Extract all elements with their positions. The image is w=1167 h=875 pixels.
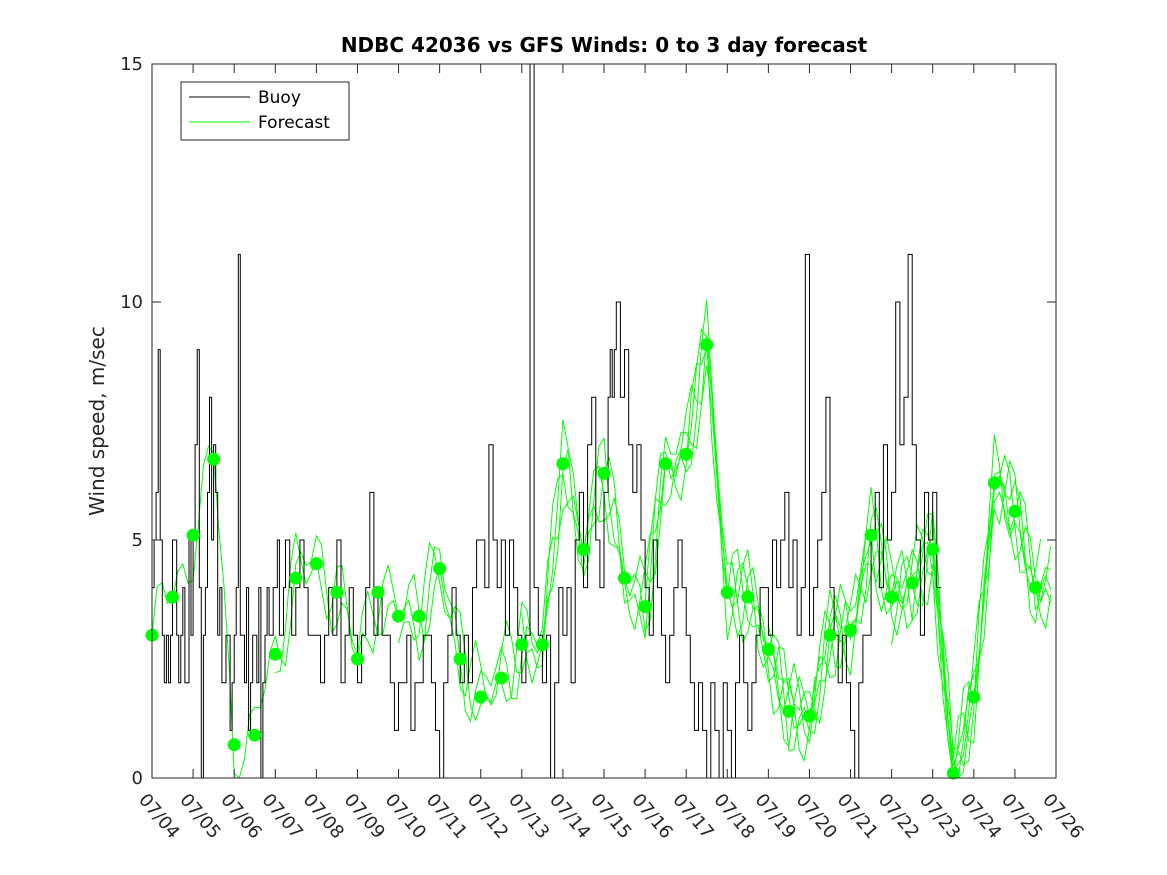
legend-box [180,81,350,141]
forecast-marker [987,476,1001,490]
x-tick-label: 07/08 [299,790,348,843]
forecast-marker [967,690,981,704]
forecast-line [891,470,1052,750]
x-tick-label: 07/23 [915,790,964,843]
x-tick-label: 07/21 [833,790,882,843]
x-tick-label: 07/18 [709,790,758,843]
x-tick-label: 07/16 [627,790,676,843]
y-tick-label: 10 [120,292,143,313]
x-tick-label: 07/17 [668,790,717,843]
axes-frame [151,63,1057,779]
forecast-marker [433,562,447,576]
chart-title: NDBC 42036 vs GFS Winds: 0 to 3 day fore… [341,33,868,57]
forecast-marker [638,600,652,614]
forecast-marker [700,338,714,352]
forecast-marker [905,576,919,590]
y-axis-label: Wind speed, m/sec [85,326,109,516]
x-tick-label: 07/09 [340,790,389,843]
x-tick-label: 07/22 [874,790,923,843]
plot-area [145,64,1052,780]
forecast-marker [207,452,221,466]
forecast-marker [309,557,323,571]
forecast-marker [186,528,200,542]
forecast-marker [679,447,693,461]
forecast-marker [474,690,488,704]
x-tick-label: 07/24 [956,790,1005,843]
forecast-marker [515,638,529,652]
forecast-marker [453,652,467,666]
forecast-marker [412,609,426,623]
y-tick-label: 5 [132,530,143,551]
x-tick-label: 07/13 [504,790,553,843]
forecast-marker [926,543,940,556]
forecast-marker [823,628,837,642]
forecast-marker [1029,581,1042,595]
forecast-marker [618,571,631,585]
x-tick-label: 07/12 [463,790,512,843]
y-axis: 0 5 10 15 [120,54,1056,789]
forecast-marker [330,585,344,599]
forecast-marker [946,766,960,780]
forecast-marker [227,738,241,752]
x-tick-label: 07/07 [257,790,306,843]
x-tick-label: 07/14 [545,790,594,843]
forecast-marker [248,728,262,742]
forecast-marker [289,571,303,585]
forecast-marker [351,652,364,666]
forecast-line [644,327,1052,767]
forecast-marker [371,585,385,599]
x-tick-label: 07/10 [381,790,430,843]
forecast-marker [1008,504,1022,518]
forecast-marker [268,647,282,661]
forecast-marker [659,457,673,471]
x-tick-label: 07/05 [175,790,224,843]
forecast-marker [864,528,878,542]
forecast-marker [535,638,549,652]
forecast-marker [803,709,816,723]
x-tick-label: 07/25 [997,790,1046,843]
forecast-marker [741,590,755,604]
legend-forecast-label: Forecast [258,113,330,133]
forecast-marker [494,671,508,685]
forecast-marker [844,623,857,637]
forecast-line [398,335,1052,778]
forecast-marker [392,609,405,623]
forecast-marker [166,590,179,604]
forecast-marker [885,590,899,604]
y-tick-label: 0 [132,768,143,789]
x-tick-label: 07/26 [1038,790,1087,843]
x-tick-label: 07/11 [422,790,471,843]
forecast-marker [577,543,590,556]
forecast-marker [556,457,570,471]
forecast-line [521,299,1052,759]
forecast-marker [720,585,734,599]
x-axis: 07/0407/0507/0607/0707/0807/0907/1007/11… [134,64,1088,843]
x-tick-label: 07/04 [134,790,183,843]
x-tick-label: 07/06 [216,790,265,843]
legend: Buoy Forecast [180,81,350,141]
y-tick-label: 15 [120,54,143,75]
x-tick-label: 07/15 [586,790,635,843]
forecast-marker [782,704,796,718]
buoy-line [152,64,941,778]
legend-buoy-label: Buoy [258,88,301,108]
forecast-marker [761,643,775,656]
x-tick-label: 07/20 [792,790,841,843]
x-tick-label: 07/19 [751,790,800,843]
forecast-marker [597,466,611,480]
